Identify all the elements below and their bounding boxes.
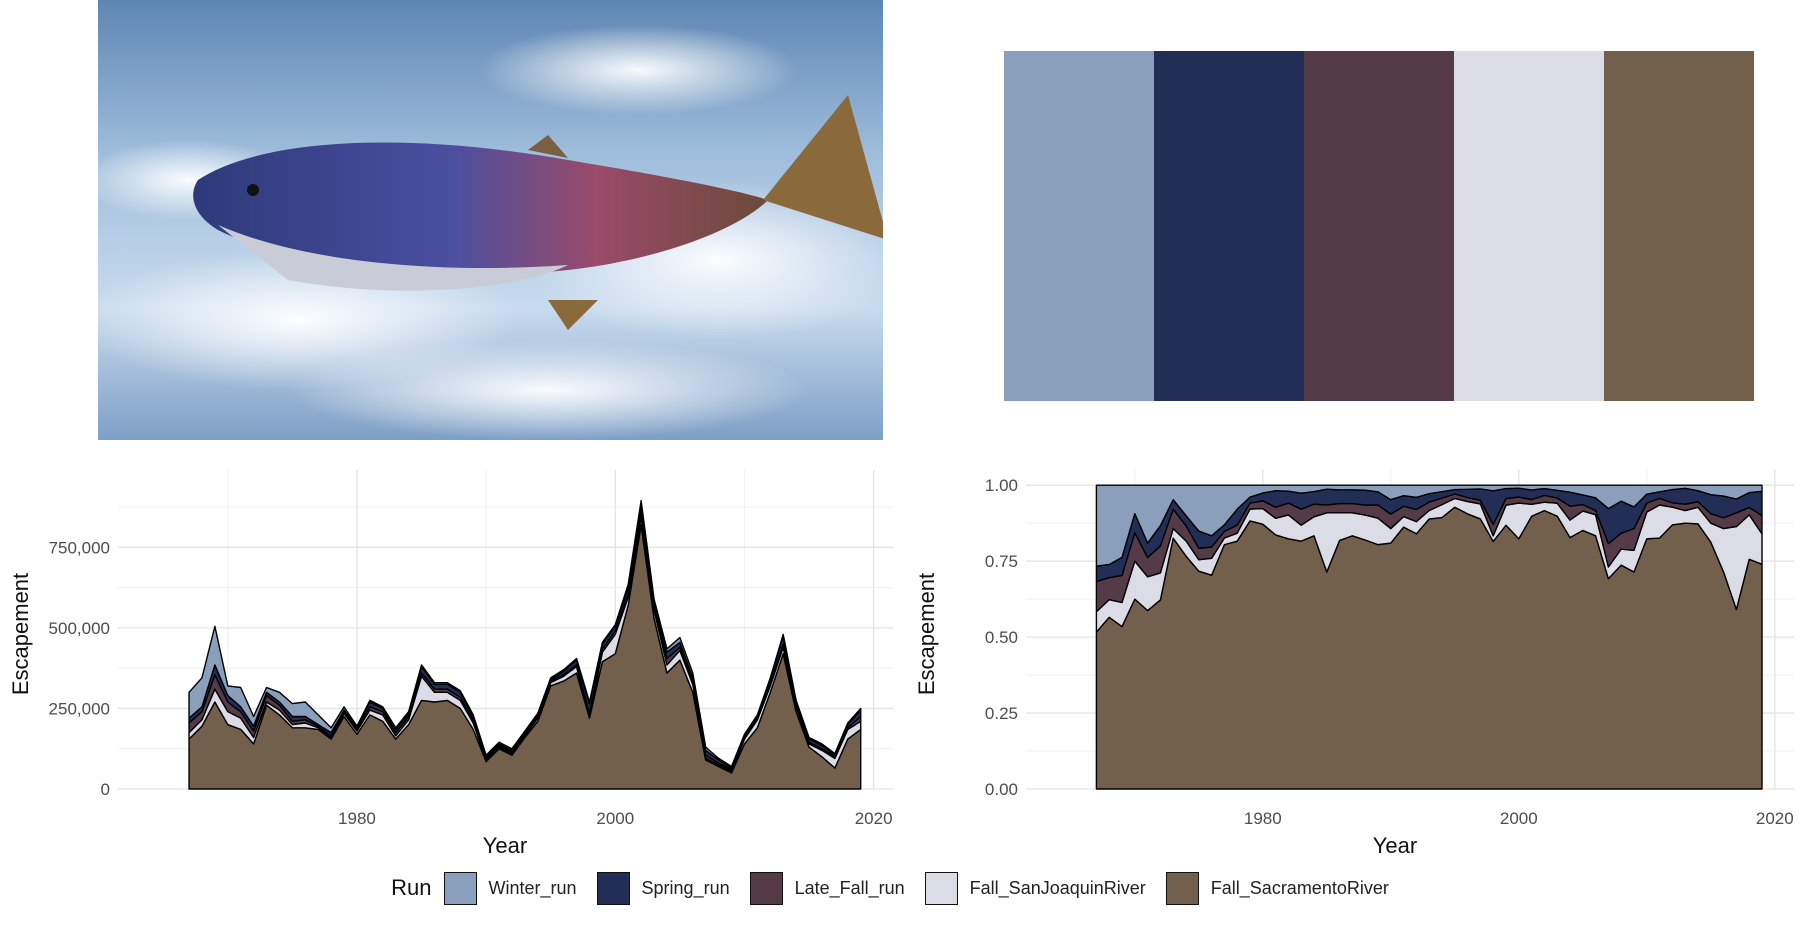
y-axis-title: Escapement: [8, 573, 33, 695]
palette-swatch: [1604, 51, 1754, 401]
legend-swatch: [749, 871, 783, 905]
y-tick-label: 0.75: [985, 552, 1018, 571]
legend-swatch: [924, 871, 958, 905]
palette-swatch: [1304, 51, 1455, 401]
legend-item-fall-sanjoaquin: Fall_SanJoaquinRiver: [924, 871, 1146, 905]
legend-item-fall-sacramento: Fall_SacramentoRiver: [1165, 871, 1389, 905]
y-tick-label: 0.00: [985, 780, 1018, 799]
y-axis-title: Escapement: [914, 573, 939, 695]
y-tick-label: 500,000: [49, 619, 110, 638]
palette-swatch: [1154, 51, 1305, 401]
x-tick-label: 1980: [1244, 809, 1282, 828]
legend-item-late-fall-run: Late_Fall_run: [749, 871, 905, 905]
legend-item-winter-run: Winter_run: [443, 871, 577, 905]
legend-swatch: [443, 871, 477, 905]
salmon-photo: [98, 0, 883, 440]
legend-title: Run: [391, 875, 432, 900]
x-tick-label: 2020: [855, 809, 893, 828]
x-tick-label: 2000: [596, 809, 634, 828]
stacked-area-chart: 0 250,000 500,000 750,000 1980 2000 2020 Year…: [8, 470, 893, 858]
x-tick-label: 2020: [1756, 809, 1794, 828]
legend-label: Late_Fall_run: [794, 877, 905, 898]
legend-label: Fall_SacramentoRiver: [1210, 877, 1389, 898]
legend: Run Winter_run Spring_run Late_Fall_run …: [0, 858, 1800, 918]
area-fall-sacramentoriver: [188, 524, 862, 790]
filled-area-chart: 0.00 0.25 0.50 0.75 1.00 1980 2000 2020 Year E…: [914, 470, 1794, 858]
area-winter-run: [1095, 484, 1763, 567]
y-tick-label: 1.00: [985, 476, 1018, 495]
palette-swatch: [1454, 51, 1605, 401]
x-tick-label: 1980: [338, 809, 376, 828]
palette-swatch: [1004, 51, 1155, 401]
legend-swatch: [596, 871, 630, 905]
y-tick-label: 0.50: [985, 628, 1018, 647]
y-tick-label: 250,000: [49, 699, 110, 718]
legend-label: Fall_SanJoaquinRiver: [969, 877, 1146, 898]
y-tick-label: 0.25: [985, 704, 1018, 723]
area-winter-run: [188, 499, 862, 769]
color-palette: [1004, 51, 1754, 401]
legend-label: Winter_run: [488, 877, 577, 898]
legend-item-spring-run: Spring_run: [596, 871, 730, 905]
legend-swatch: [1165, 871, 1199, 905]
legend-label: Spring_run: [641, 877, 730, 898]
x-axis-title: Year: [1373, 833, 1417, 858]
y-tick-label: 0: [101, 780, 110, 799]
y-tick-label: 750,000: [49, 538, 110, 557]
x-axis-title: Year: [483, 833, 527, 858]
x-tick-label: 2000: [1500, 809, 1538, 828]
